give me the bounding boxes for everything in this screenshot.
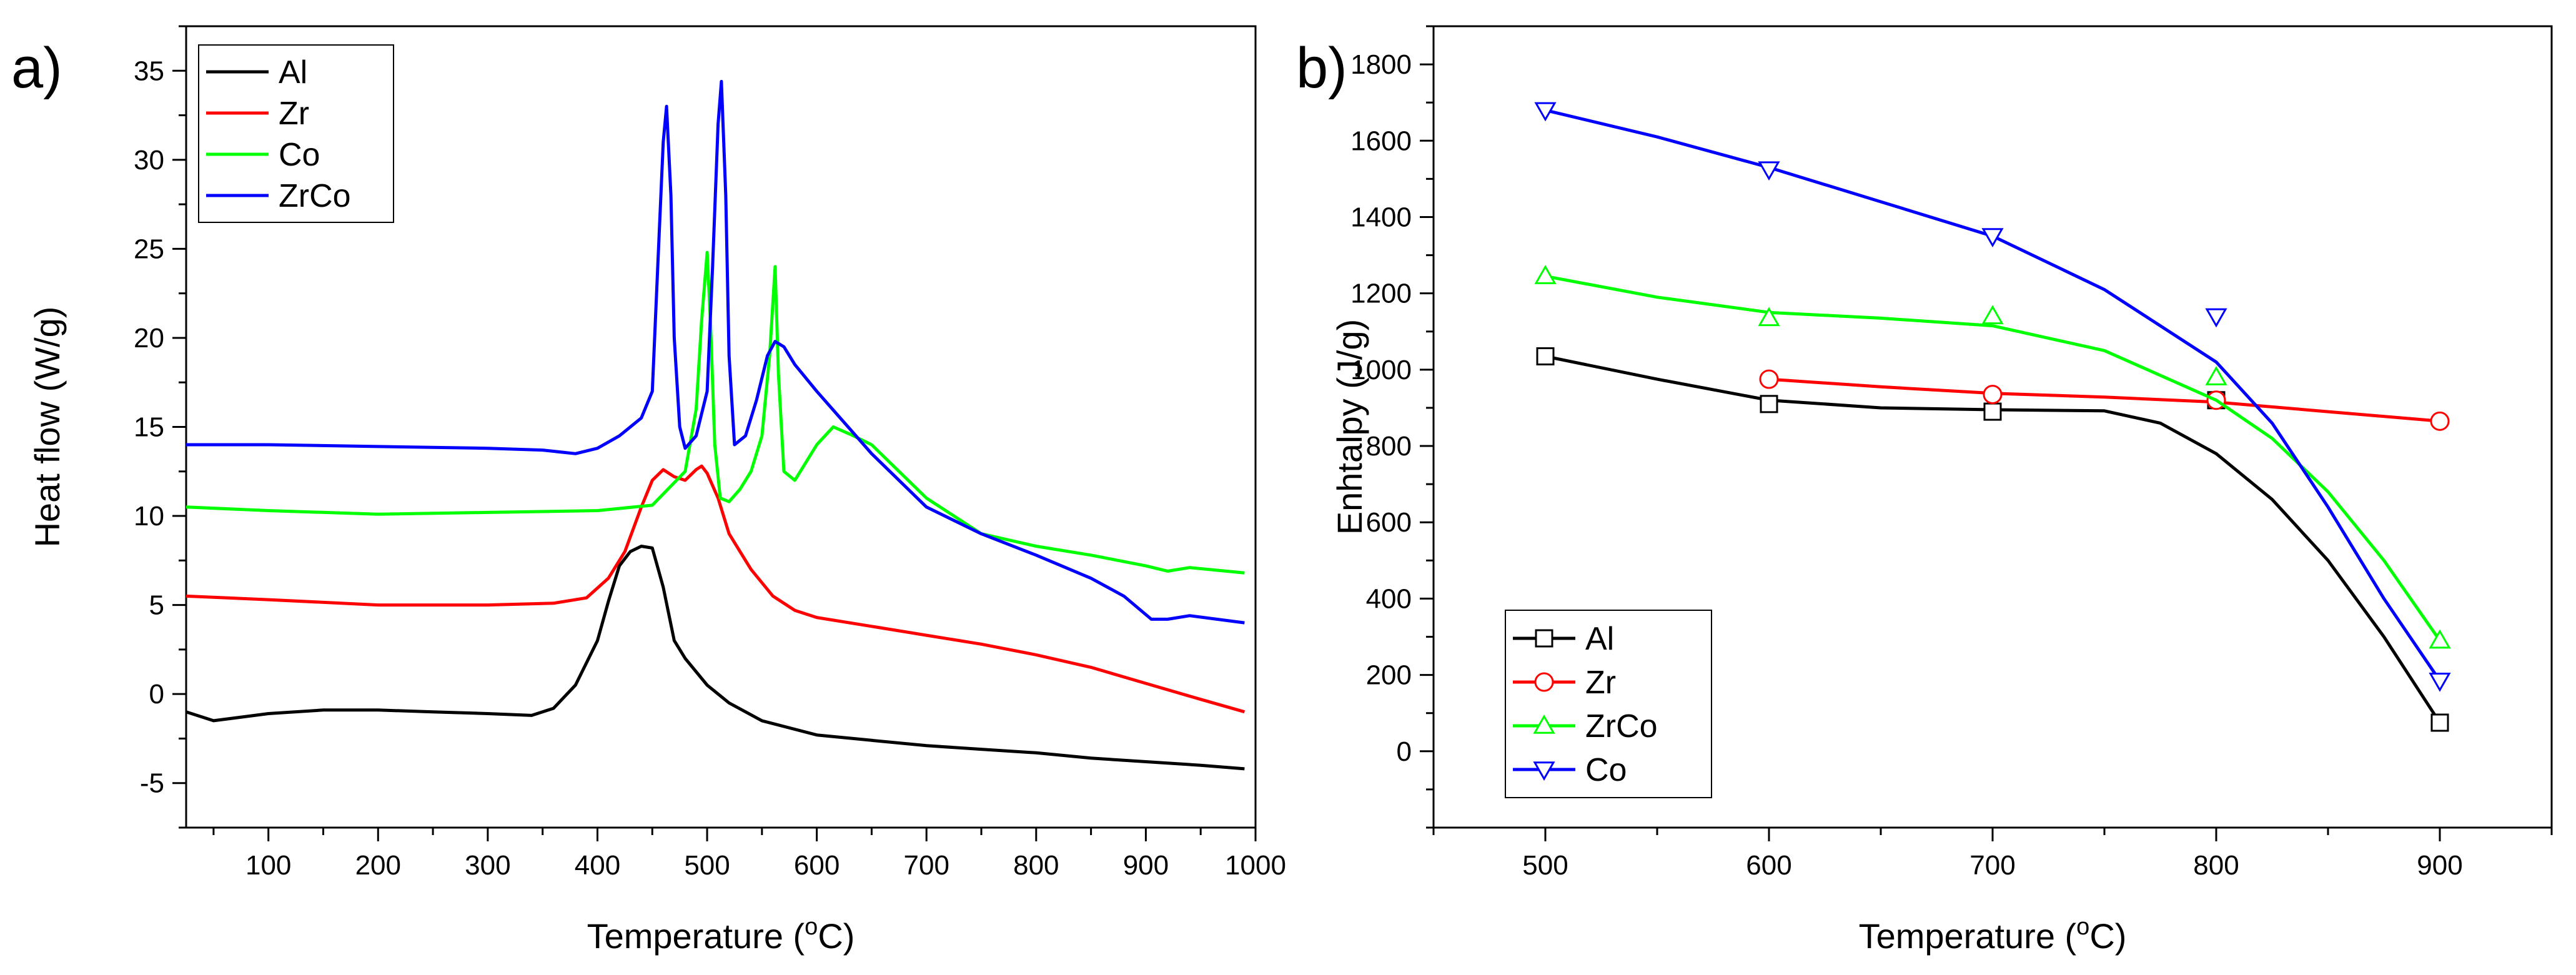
legend-label-zrco: ZrCo: [1585, 708, 1658, 745]
x-tick-label: 700: [904, 850, 949, 881]
data-point-co: [2205, 308, 2227, 328]
y-axis-label: Enhtalpy (J/g): [1330, 319, 1369, 535]
y-tick-label: 200: [1366, 660, 1412, 691]
y-tick-label: 800: [1366, 431, 1412, 462]
x-axis-label-unit: C): [818, 916, 855, 956]
x-tick-label: 300: [465, 850, 510, 881]
y-tick-label: 1800: [1350, 49, 1412, 80]
x-tick-label: 500: [684, 850, 730, 881]
x-tick-label: 900: [1123, 850, 1169, 881]
data-point-al: [1983, 402, 2002, 421]
x-tick-label: 600: [794, 850, 840, 881]
x-tick-label: 200: [355, 850, 401, 881]
data-point-zrco: [2429, 629, 2451, 649]
legend-label-co: Co: [279, 137, 320, 173]
y-tick-label: 0: [149, 679, 164, 710]
x-axis-label-text: Temperature (: [1859, 916, 2077, 956]
data-point-zr: [1759, 369, 1779, 389]
legend-marker-al: [1535, 629, 1553, 648]
y-tick-label: 1200: [1350, 279, 1412, 309]
y-tick-label: 600: [1366, 507, 1412, 538]
y-tick-label: 400: [1366, 583, 1412, 614]
y-tick-label: 20: [134, 323, 164, 354]
data-point-co: [2429, 673, 2451, 692]
y-tick-label: 1400: [1350, 202, 1412, 232]
legend-label-al: Al: [279, 54, 307, 91]
data-point-zrco: [1534, 265, 1557, 284]
legend-label-co: Co: [1585, 752, 1627, 788]
series-line-zrco: [1545, 274, 2442, 642]
x-tick-label: 400: [575, 850, 620, 881]
chart-panel-a: a) 100 200 300 400 500 600 700 800 900 1000 -5 0 5 10 1…: [11, 25, 1286, 956]
data-point-co: [1981, 228, 2004, 248]
legend-marker-zrco: [1533, 714, 1555, 734]
y-tick-label: 35: [134, 56, 164, 86]
y-tick-label: 1000: [1350, 355, 1412, 385]
series-line-co: [1545, 108, 2442, 682]
x-tick-label: 800: [2193, 850, 2239, 881]
x-axis-label: Temperature (oC): [587, 914, 855, 956]
legend-label-al: Al: [1585, 621, 1614, 657]
series-line-zrco: [186, 79, 1245, 625]
legend-marker-zr: [1534, 672, 1554, 692]
data-point-co: [1534, 102, 1557, 122]
data-point-al: [1760, 395, 1778, 413]
x-tick-label: 100: [245, 850, 291, 881]
legend-marker-co: [1533, 761, 1555, 781]
y-tick-label: 1600: [1350, 126, 1412, 156]
legend-label-zr: Zr: [1585, 665, 1616, 701]
data-point-al: [1536, 347, 1555, 365]
y-tick-label: 15: [134, 412, 164, 443]
y-tick-label: 5: [149, 590, 164, 621]
y-tick-label: 25: [134, 234, 164, 264]
x-tick-label: 1000: [1225, 850, 1286, 881]
data-point-zr: [1983, 385, 2003, 405]
series-line-co: [186, 250, 1245, 575]
y-axis-label: Heat flow (W/g): [27, 307, 67, 548]
x-tick-label: 700: [1969, 850, 2015, 881]
x-tick-label: 900: [2417, 850, 2462, 881]
legend-label-zr: Zr: [279, 96, 309, 132]
y-tick-label: 30: [134, 145, 164, 176]
x-tick-label: 500: [1522, 850, 1568, 881]
panel-label: a): [11, 36, 62, 100]
x-axis-label: Temperature (oC): [1859, 914, 2127, 956]
data-point-al: [2430, 713, 2449, 732]
x-axis-label-text: Temperature (: [587, 916, 805, 956]
legend-label-zrco: ZrCo: [279, 178, 351, 214]
data-point-zrco: [1981, 305, 2004, 325]
series-line-al: [1545, 355, 2442, 724]
x-axis-label-unit: C): [2089, 916, 2126, 956]
x-axis-label-superscript: o: [805, 914, 818, 940]
series-line-zr: [1768, 377, 2440, 423]
x-axis-label-superscript: o: [2076, 914, 2089, 940]
data-point-zrco: [2205, 366, 2227, 385]
x-tick-label: 800: [1013, 850, 1059, 881]
legend-box: [198, 44, 394, 223]
series-line-al: [186, 545, 1245, 771]
data-point-zr: [2430, 411, 2450, 431]
chart-panel-b: b) 500 600 700 800 900 0 200 400 600 800 1000 1200 14…: [1296, 25, 2553, 956]
y-tick-label: 0: [1397, 736, 1412, 767]
y-tick-label: 10: [134, 501, 164, 532]
data-point-zrco: [1758, 307, 1780, 327]
y-tick-label: -5: [140, 768, 164, 799]
x-tick-label: 600: [1746, 850, 1791, 881]
data-point-co: [1758, 161, 1780, 181]
panel-label: b): [1296, 36, 1347, 100]
series-line-zr: [186, 464, 1246, 714]
